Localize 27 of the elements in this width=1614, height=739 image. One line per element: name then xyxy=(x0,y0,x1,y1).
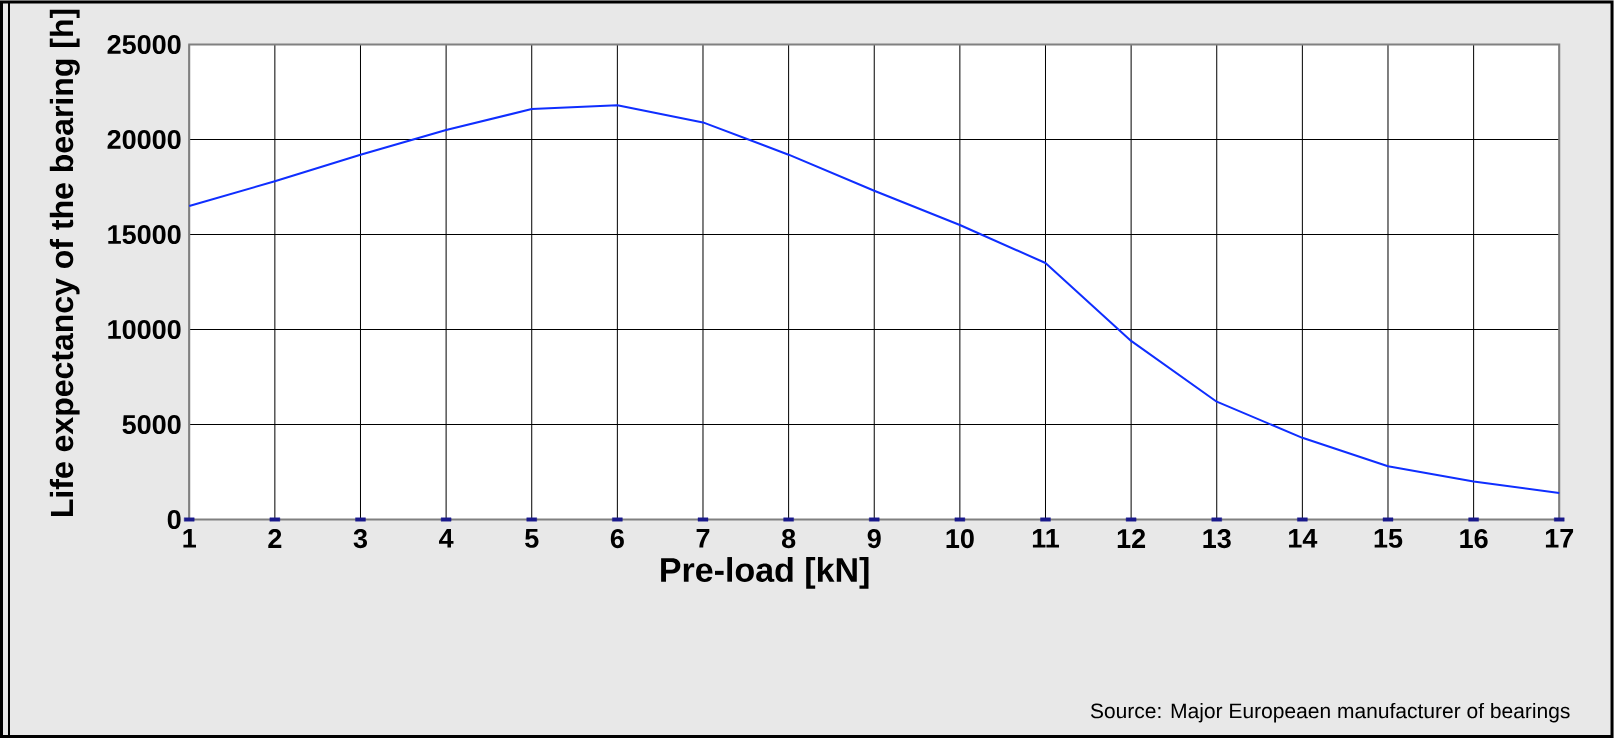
y-tick-label: 0 xyxy=(167,509,181,530)
x-tick-label: 17 xyxy=(1545,529,1574,548)
x-tick-label: 5 xyxy=(525,529,539,548)
x-tick-label: 14 xyxy=(1289,529,1318,548)
y-tick-label: 20000 xyxy=(107,129,181,150)
x-tick-label: 10 xyxy=(946,529,974,549)
y-tick-label: 25000 xyxy=(107,34,181,55)
source-note: Source: Major Europeaen manufacturer of bearings xyxy=(1090,702,1570,723)
x-tick-label: 7 xyxy=(696,529,710,548)
x-axis-title: Pre-load [kN] xyxy=(661,557,869,589)
x-tick-label: 8 xyxy=(781,529,796,549)
x-tick-label: 11 xyxy=(1032,529,1060,548)
y-axis-title: Life expectancy of the bearing [h] xyxy=(49,9,80,517)
x-tick-label: 6 xyxy=(610,529,624,549)
line-series xyxy=(188,104,1561,494)
x-tick-label: 12 xyxy=(1117,529,1146,548)
x-tick-label: 4 xyxy=(439,529,454,548)
x-tick-label: 1 xyxy=(183,529,196,548)
y-tick-label: 15000 xyxy=(108,224,181,245)
y-tick-label: 5000 xyxy=(122,414,181,435)
x-tick-label: 13 xyxy=(1203,529,1231,549)
x-tick-label: 15 xyxy=(1374,529,1403,548)
x-tick-label: 16 xyxy=(1460,529,1488,549)
x-tick-label: 3 xyxy=(353,529,368,549)
y-tick-label: 10000 xyxy=(108,319,181,340)
x-tick-label: 2 xyxy=(268,529,282,548)
x-tick-label: 9 xyxy=(867,529,881,549)
